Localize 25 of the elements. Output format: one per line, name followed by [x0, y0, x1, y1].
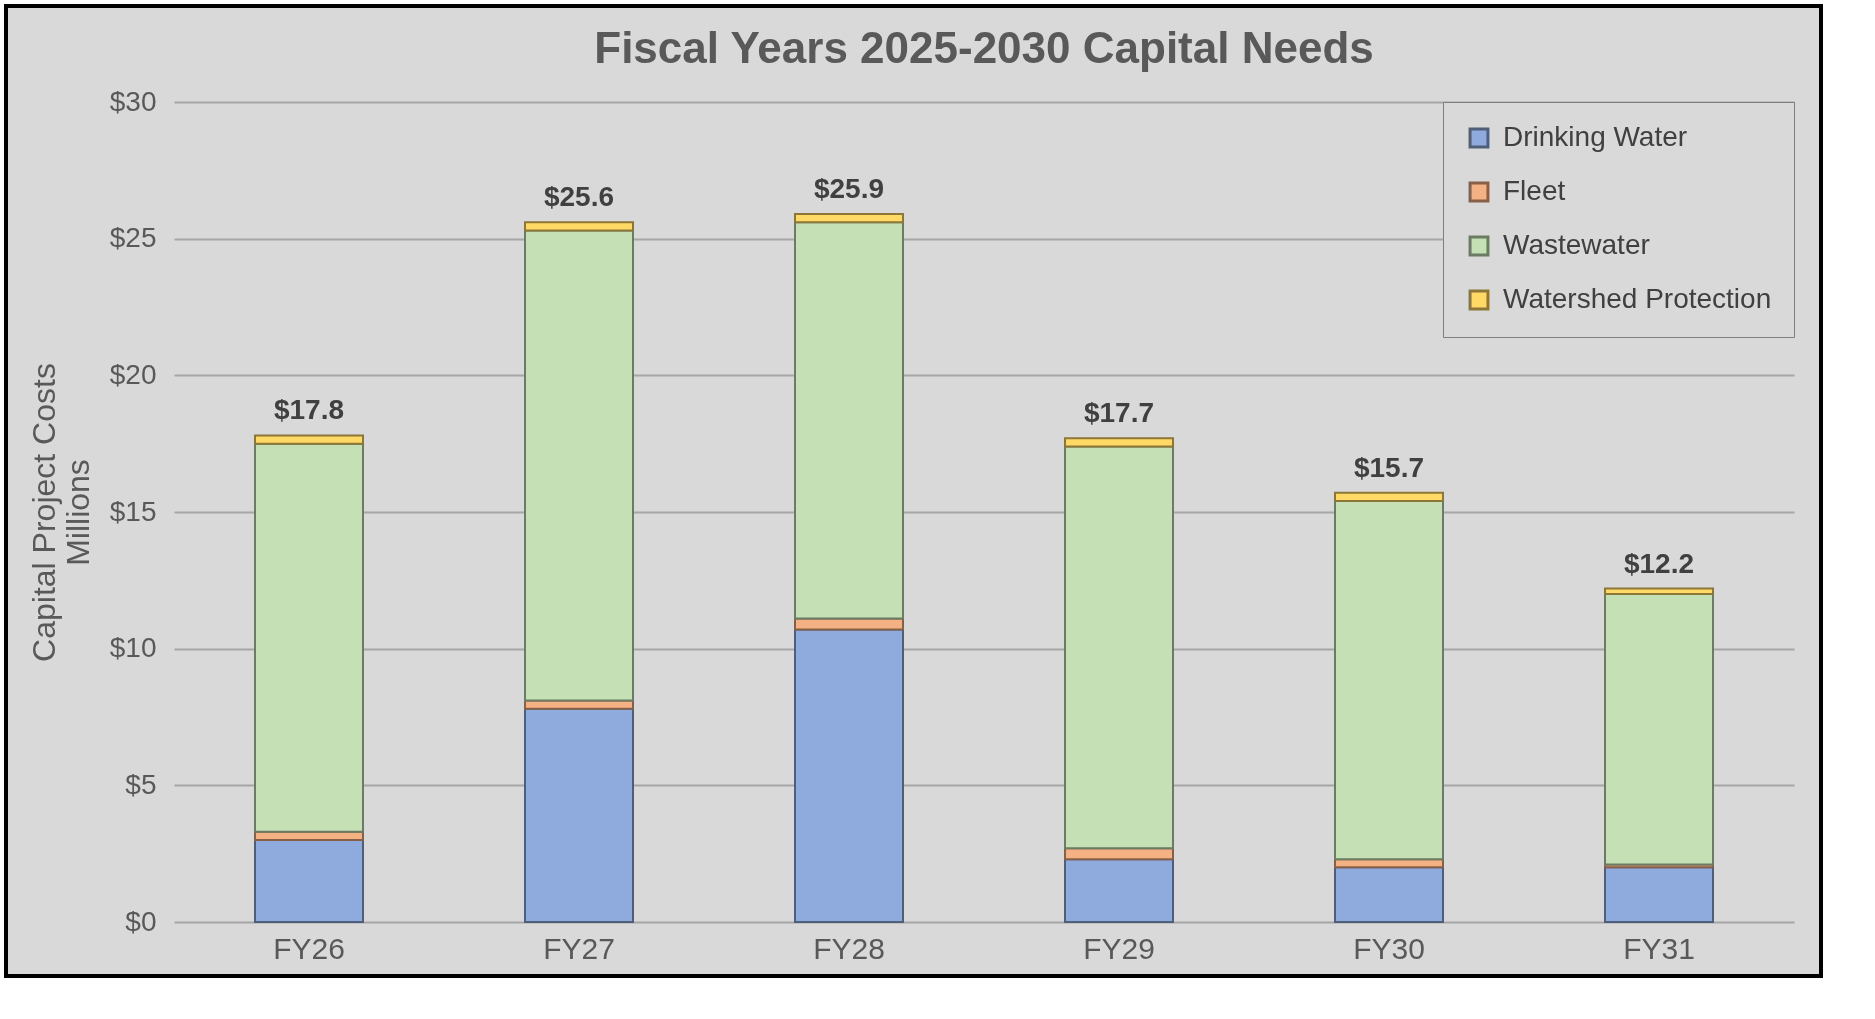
- y-tick-label: $20: [109, 358, 157, 390]
- x-tick-label: FY27: [543, 931, 615, 965]
- y-axis-title: Capital Project Costs Millions: [25, 363, 96, 662]
- x-tick-label: FY30: [1353, 931, 1425, 965]
- total-label: $15.7: [1353, 451, 1425, 483]
- total-label: $25.9: [813, 173, 885, 205]
- legend-label: Wastewater: [1503, 229, 1650, 260]
- total-label: $17.8: [273, 394, 345, 426]
- total-label: $17.7: [1083, 397, 1155, 429]
- chart-title: Fiscal Years 2025-2030 Capital Needs: [594, 23, 1374, 72]
- total-label: $12.2: [1623, 547, 1695, 579]
- x-tick-label: FY26: [273, 931, 345, 965]
- legend-label: Drinking Water: [1503, 121, 1688, 152]
- y-tick-label: $30: [109, 85, 157, 117]
- legend-label: Watershed Protection: [1503, 283, 1772, 314]
- y-tick-label: $5: [125, 768, 157, 800]
- y-tick-label: $15: [109, 495, 157, 527]
- x-tick-label: FY29: [1083, 931, 1155, 965]
- y-tick-label: $25: [109, 222, 157, 254]
- total-label: $25.6: [543, 181, 615, 213]
- y-tick-label: $0: [125, 905, 157, 937]
- x-tick-label: FY28: [813, 931, 885, 965]
- y-tick-label: $10: [109, 632, 157, 664]
- x-tick-label: FY31: [1623, 931, 1695, 965]
- legend-label: Fleet: [1503, 175, 1566, 206]
